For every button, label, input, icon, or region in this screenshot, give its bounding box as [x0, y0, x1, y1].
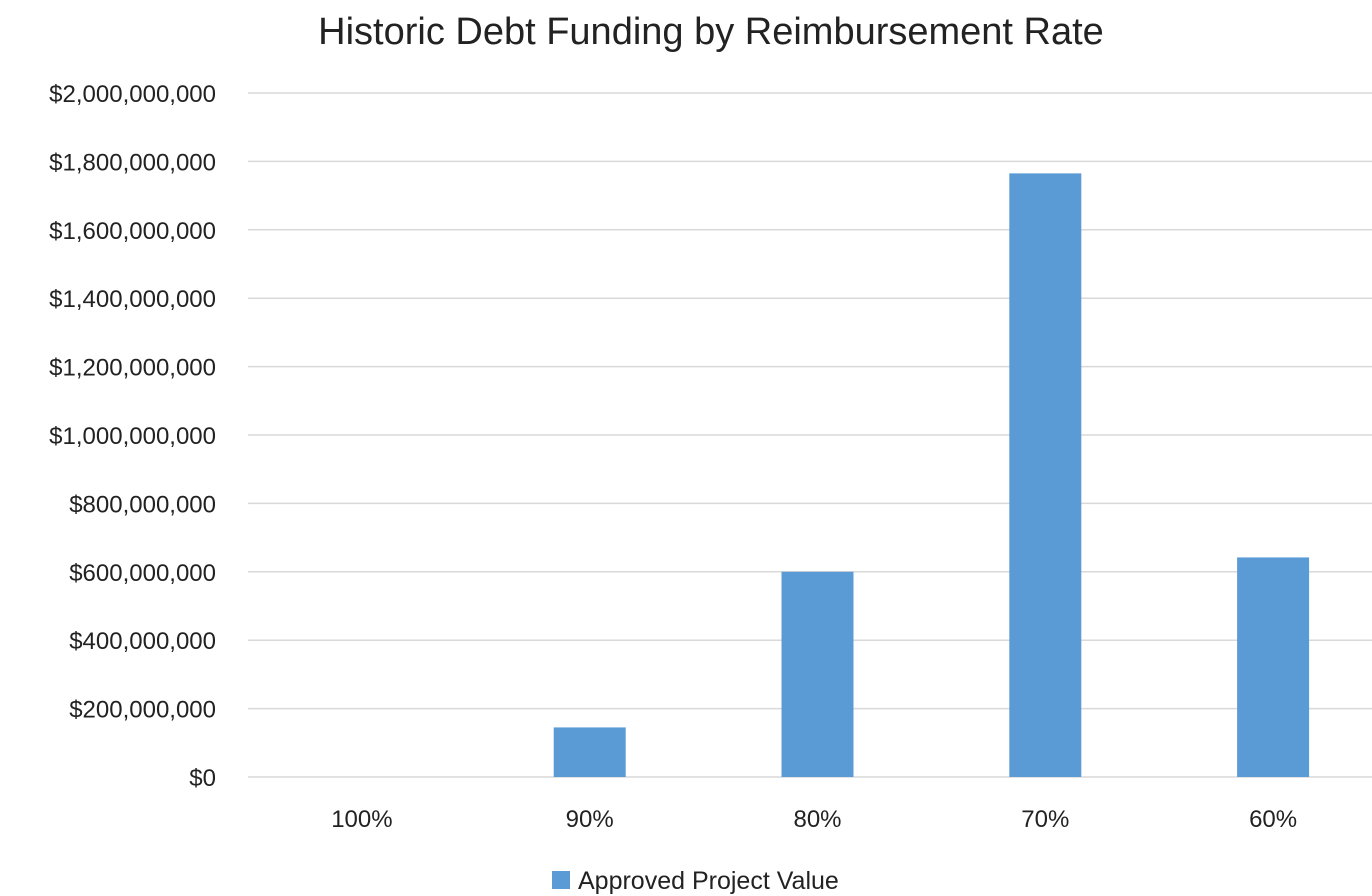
- y-tick-label: $1,800,000,000: [49, 149, 216, 176]
- y-tick-label: $1,400,000,000: [49, 286, 216, 313]
- y-tick-label: $1,600,000,000: [49, 218, 216, 245]
- bar: [1009, 173, 1082, 777]
- x-tick-label: 90%: [566, 806, 614, 833]
- x-tick-label: 80%: [793, 806, 841, 833]
- y-tick-label: $1,000,000,000: [49, 423, 216, 450]
- y-tick-label: $2,000,000,000: [49, 81, 216, 108]
- gridlines: [248, 92, 1372, 778]
- bar: [781, 571, 854, 777]
- y-tick-label: $600,000,000: [69, 560, 216, 587]
- y-tick-label: $1,200,000,000: [49, 355, 216, 382]
- x-tick-label: 100%: [331, 806, 392, 833]
- bars: [553, 173, 1310, 777]
- legend-label: Approved Project Value: [578, 867, 839, 895]
- x-tick-label: 60%: [1249, 806, 1297, 833]
- chart-title: Historic Debt Funding by Reimbursement R…: [318, 11, 1104, 53]
- y-tick-label: $400,000,000: [69, 628, 216, 655]
- y-tick-label: $0: [189, 765, 216, 792]
- x-tick-label: 70%: [1021, 806, 1069, 833]
- legend-swatch: [552, 871, 570, 889]
- x-axis-tick-labels: 100% 90% 80% 70% 60%: [331, 806, 1297, 833]
- bar: [1237, 557, 1310, 777]
- y-tick-label: $200,000,000: [69, 697, 216, 724]
- y-tick-label: $800,000,000: [69, 491, 216, 518]
- bar: [553, 727, 626, 777]
- y-axis-tick-labels: $0 $200,000,000 $400,000,000 $600,000,000 $8…: [49, 81, 216, 792]
- legend: Approved Project Value: [552, 867, 839, 895]
